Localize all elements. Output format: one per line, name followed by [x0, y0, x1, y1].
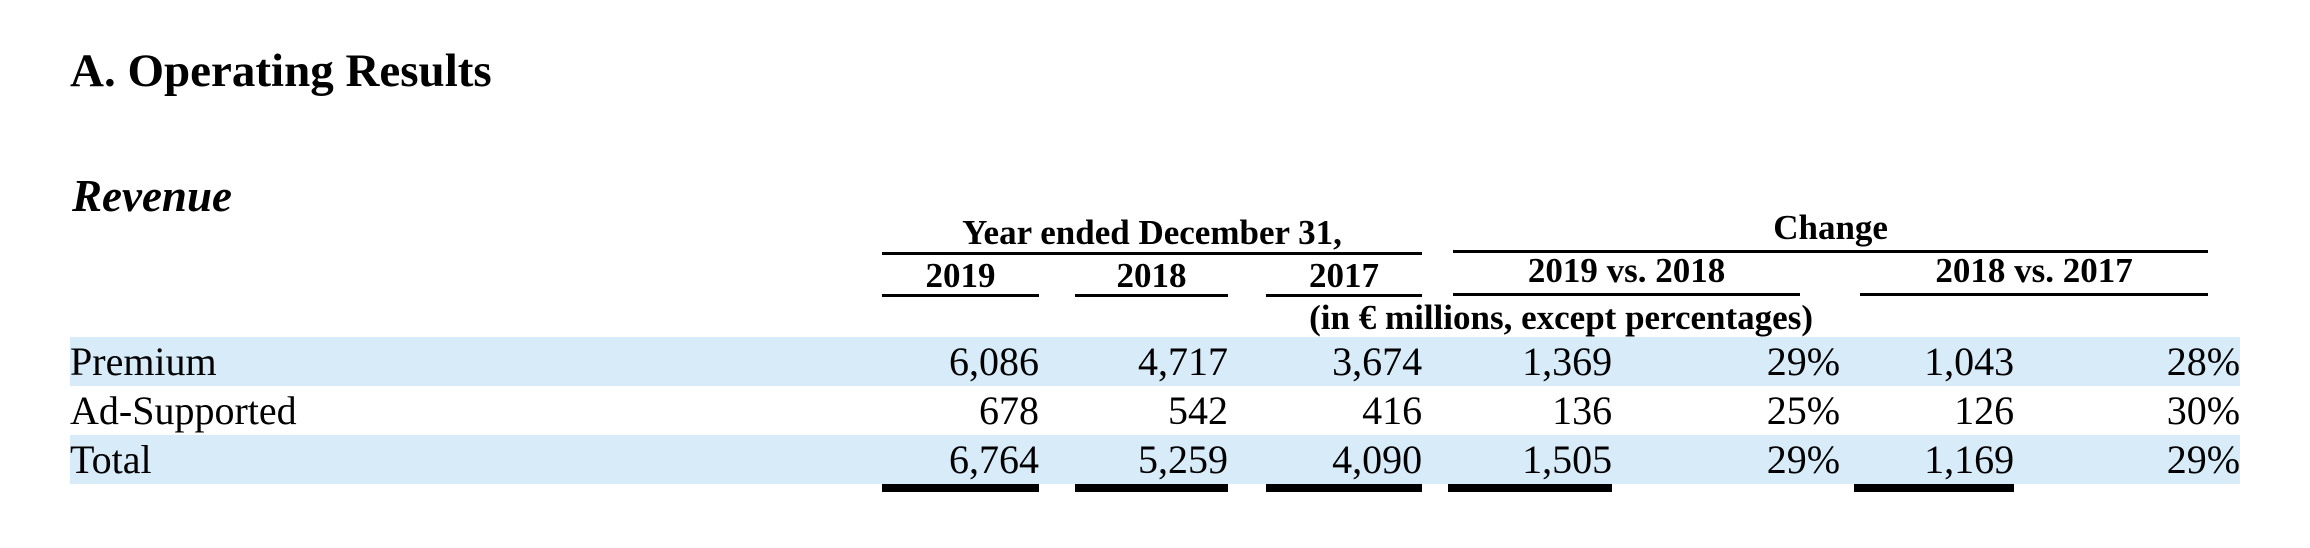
table-row-ad-supported: Ad-Supported 678 542 416 136 25% 126 30% [70, 386, 2240, 435]
value-2017: 4,090 [1266, 434, 1423, 484]
col-header-2017: 2017 [1266, 253, 1423, 298]
gap-cell [1039, 386, 1075, 435]
value-2018: 4,717 [1075, 336, 1228, 386]
value-change-19v18-pct: 29% [1612, 434, 1841, 484]
gap-cell [1039, 253, 1075, 296]
gap-cell [1228, 253, 1266, 296]
col-header-2018-vs-2017-cell: 2018 vs. 2017 [1854, 252, 2240, 296]
gap-cell [1422, 253, 1448, 296]
gap-cell [1840, 253, 1854, 296]
value-2019: 6,764 [882, 434, 1039, 484]
value-2019: 6,086 [882, 336, 1039, 386]
double-rule-19v18 [1448, 483, 1613, 504]
value-2019: 678 [979, 387, 1039, 433]
col-header-2018: 2018 [1075, 253, 1228, 298]
gap-cell [1228, 336, 1266, 386]
value-change-18v17: 1,043 [1854, 336, 2015, 386]
row-label: Ad-Supported [70, 387, 297, 433]
gap-cell [1840, 484, 1854, 504]
table-subheader-row: 2019 2018 2017 2019 vs. 2018 2018 vs. 20… [70, 252, 2240, 298]
value-2018: 542 [1168, 387, 1228, 433]
col-header-2019-vs-2018-cell: 2019 vs. 2018 [1448, 252, 1840, 296]
group-header-year-ended: Year ended December 31, [882, 210, 1423, 255]
group-header-change: Change [1453, 209, 2209, 253]
gap-cell [1228, 386, 1266, 435]
value-2018: 5,259 [1075, 434, 1228, 484]
gap-cell [1422, 210, 1448, 253]
gap-cell [1039, 484, 1075, 504]
col-header-2019: 2019 [882, 253, 1039, 298]
gap-cell [1840, 434, 1855, 484]
table-row-total: Total 6,764 5,259 4,090 1,505 29% 1,169 … [70, 434, 2241, 484]
value-change-19v18: 1,505 [1448, 434, 1613, 484]
empty-cell [70, 253, 882, 296]
double-rule-2019 [882, 483, 1039, 504]
gap-cell [1039, 336, 1075, 386]
table-group-header-row: Year ended December 31, Change [70, 209, 2240, 255]
gap-cell [1422, 386, 1448, 435]
value-2017: 3,674 [1266, 336, 1423, 386]
gap-cell [1422, 484, 1448, 504]
table-row-premium: Premium 6,086 4,717 3,674 1,369 29% 1,04… [70, 336, 2241, 386]
value-change-18v17-pct: 28% [2014, 336, 2241, 386]
revenue-table: Year ended December 31, Change 2019 2018… [70, 209, 2241, 504]
subsection-title: Revenue [72, 171, 232, 221]
col-header-2018-vs-2017: 2018 vs. 2017 [1860, 252, 2209, 296]
value-change-18v17: 1,169 [1854, 434, 2015, 484]
double-rule-2018 [1075, 483, 1228, 504]
value-2017: 416 [1362, 387, 1423, 433]
double-rule-2017 [1266, 483, 1423, 504]
total-double-rule-row [70, 483, 2240, 504]
empty-cell [70, 210, 882, 253]
gap-cell [1422, 336, 1449, 386]
value-change-19v18-pct: 29% [1612, 336, 1841, 386]
value-change-18v17-pct: 30% [2166, 387, 2241, 433]
gap-cell [1228, 434, 1266, 484]
value-change-19v18: 136 [1552, 387, 1613, 433]
gap-cell [1228, 484, 1266, 504]
value-change-19v18-pct: 25% [1766, 387, 1841, 433]
empty-cell [70, 296, 882, 337]
gap-cell [1840, 336, 1855, 386]
empty-cell [1612, 484, 1840, 504]
gap-cell [1840, 386, 1854, 435]
group-header-change-cell: Change [1448, 209, 2240, 253]
gap-cell [1039, 434, 1075, 484]
empty-cell [70, 484, 882, 504]
double-rule-18v17 [1854, 483, 2015, 504]
value-change-18v17-pct: 29% [2014, 434, 2241, 484]
value-change-19v18: 1,369 [1448, 336, 1613, 386]
col-header-2019-vs-2018: 2019 vs. 2018 [1453, 252, 1801, 296]
units-note: (in € millions, except percentages) [1309, 298, 1813, 337]
gap-cell [1422, 434, 1449, 484]
row-label: Premium [70, 336, 882, 386]
value-change-18v17: 126 [1954, 387, 2015, 433]
section-title: A. Operating Results [70, 45, 492, 97]
row-label: Total [70, 434, 882, 484]
table-units-note-row: (in € millions, except percentages) [70, 296, 2240, 337]
empty-cell [2014, 484, 2240, 504]
